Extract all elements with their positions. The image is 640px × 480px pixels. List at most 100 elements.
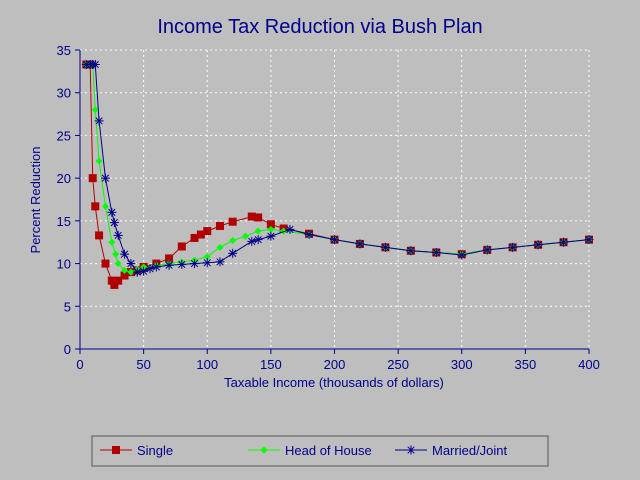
y-tick-label: 5 bbox=[64, 299, 71, 314]
data-point bbox=[380, 242, 390, 252]
legend-item: Married/Joint bbox=[395, 443, 508, 458]
data-point bbox=[190, 233, 199, 242]
legend-box bbox=[91, 435, 549, 467]
data-point bbox=[254, 227, 262, 235]
y-tick-label: 15 bbox=[57, 214, 71, 229]
x-tick-label: 200 bbox=[324, 357, 346, 372]
data-point bbox=[431, 247, 441, 257]
data-point bbox=[90, 60, 100, 70]
x-tick-label: 300 bbox=[451, 357, 473, 372]
data-point bbox=[330, 235, 339, 245]
legend-label: Single bbox=[137, 443, 173, 458]
x-tick-label: 0 bbox=[76, 357, 83, 372]
x-tick-label: 350 bbox=[515, 357, 537, 372]
data-point bbox=[482, 245, 492, 255]
data-point bbox=[91, 106, 99, 114]
data-point bbox=[109, 218, 119, 228]
data-point bbox=[508, 242, 518, 252]
y-tick-label: 30 bbox=[57, 86, 71, 101]
data-point bbox=[108, 238, 116, 246]
data-point bbox=[165, 254, 174, 263]
legend-item: Single bbox=[100, 443, 173, 458]
y-tick-label: 35 bbox=[57, 43, 71, 58]
data-point bbox=[101, 202, 109, 210]
legend-marker bbox=[406, 445, 416, 455]
data-point bbox=[266, 220, 275, 229]
axes bbox=[75, 49, 590, 354]
legend-marker bbox=[260, 446, 268, 454]
data-point bbox=[112, 250, 120, 258]
data-point bbox=[110, 280, 119, 289]
data-point bbox=[113, 230, 123, 240]
data-point bbox=[151, 262, 161, 272]
data-point bbox=[253, 235, 263, 245]
data-point bbox=[247, 212, 256, 221]
data-point bbox=[120, 249, 130, 259]
data-point bbox=[229, 237, 237, 245]
series-married-joint bbox=[81, 60, 594, 277]
series-group bbox=[81, 60, 594, 289]
data-point bbox=[304, 230, 314, 240]
x-tick-label: 50 bbox=[136, 357, 150, 372]
data-point bbox=[247, 236, 257, 246]
data-point bbox=[145, 264, 155, 274]
data-point bbox=[203, 227, 212, 236]
data-point bbox=[114, 276, 123, 285]
data-point bbox=[164, 260, 174, 270]
legend: Single Head of House Married/Joint bbox=[91, 435, 549, 467]
y-tick-label: 10 bbox=[57, 257, 71, 272]
x-tick-label: 250 bbox=[387, 357, 409, 372]
legend-label: Head of House bbox=[285, 443, 372, 458]
data-point bbox=[94, 116, 104, 126]
data-point bbox=[457, 250, 467, 260]
data-point bbox=[120, 271, 129, 280]
data-point bbox=[177, 259, 187, 269]
data-point bbox=[114, 260, 122, 268]
data-point bbox=[216, 243, 224, 251]
y-tick-label: 25 bbox=[57, 128, 71, 143]
data-point bbox=[196, 230, 205, 239]
data-point bbox=[228, 217, 237, 226]
data-point bbox=[95, 157, 103, 165]
data-point bbox=[121, 266, 129, 274]
data-point bbox=[228, 248, 238, 258]
data-point bbox=[584, 235, 594, 245]
tick-labels: 0 50 100 150 200 250 300 350 400 0 5 10 15 20 25 30 35 bbox=[57, 43, 600, 372]
x-axis-label: Taxable Income (thousands of dollars) bbox=[224, 375, 444, 390]
data-point bbox=[88, 174, 97, 183]
chart-title: Income Tax Reduction via Bush Plan bbox=[157, 16, 482, 38]
data-point bbox=[132, 267, 142, 277]
legend-marker bbox=[112, 446, 120, 454]
data-point bbox=[101, 259, 110, 268]
data-point bbox=[406, 246, 416, 256]
data-point bbox=[533, 240, 543, 250]
data-point bbox=[107, 207, 117, 217]
data-point bbox=[266, 231, 276, 241]
y-tick-label: 20 bbox=[57, 171, 71, 186]
legend-item: Head of House bbox=[248, 443, 372, 458]
data-point bbox=[202, 258, 212, 268]
data-point bbox=[100, 173, 110, 183]
data-point bbox=[559, 237, 569, 247]
data-point bbox=[285, 224, 295, 234]
data-point bbox=[215, 257, 225, 267]
data-point bbox=[177, 242, 186, 251]
data-point bbox=[127, 268, 135, 276]
data-point bbox=[126, 259, 136, 269]
plot-area bbox=[80, 50, 589, 349]
x-tick-label: 150 bbox=[260, 357, 282, 372]
data-point bbox=[107, 276, 116, 285]
data-point bbox=[280, 227, 288, 235]
data-point bbox=[215, 221, 224, 230]
data-point bbox=[355, 239, 365, 249]
data-point bbox=[241, 232, 249, 240]
data-point bbox=[91, 202, 100, 211]
legend-label: Married/Joint bbox=[432, 443, 508, 458]
y-axis-label: Percent Reduction bbox=[28, 147, 43, 254]
data-point bbox=[95, 231, 104, 240]
data-point bbox=[190, 259, 200, 269]
data-point bbox=[267, 225, 275, 233]
data-point bbox=[254, 213, 263, 222]
